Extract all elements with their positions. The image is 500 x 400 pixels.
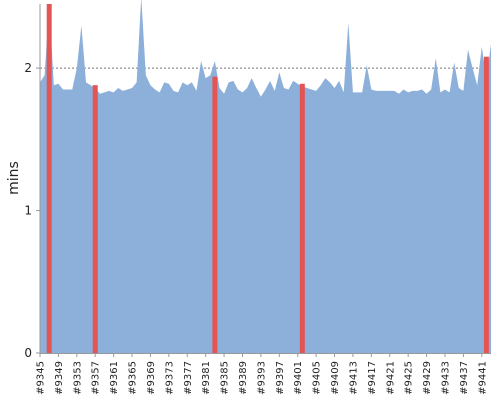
y-tick-label: 1 (24, 204, 32, 218)
axes (39, 4, 491, 354)
x-tick-label: #9357 (91, 361, 102, 395)
x-tick-label: #9397 (275, 361, 286, 395)
x-tick-label: #9421 (385, 361, 396, 395)
highlight-bar (483, 56, 489, 354)
y-tick-labels: 0 1 2 (24, 61, 40, 360)
x-tick-label: #9361 (109, 361, 120, 395)
x-tick-label: #9369 (146, 361, 157, 395)
x-tick-labels: #9345 #9349 #9353 #9357 #9361 #9365 #9369 #9373… (36, 353, 488, 395)
y-axis-label: mins (6, 161, 22, 195)
x-tick-label: #9373 (164, 361, 175, 395)
x-tick-label: #9429 (422, 361, 433, 395)
area-series (40, 0, 491, 353)
highlight-bar (212, 76, 218, 354)
x-tick-label: #9433 (440, 361, 451, 395)
x-tick-label: #9401 (293, 361, 304, 395)
x-tick-label: #9409 (330, 361, 341, 395)
area-fill (40, 0, 491, 353)
x-tick-label: #9353 (72, 361, 83, 395)
y-tick-label: 2 (24, 61, 32, 75)
x-tick-label: #9413 (348, 361, 359, 395)
x-tick-label: #9417 (367, 361, 378, 395)
x-tick-label: #9385 (220, 361, 231, 395)
x-tick-label: #9345 (36, 361, 47, 395)
x-tick-label: #9349 (54, 361, 65, 395)
x-tick-label: #9441 (477, 361, 488, 395)
highlight-bar (46, 4, 52, 353)
x-tick-label: #9405 (312, 361, 323, 395)
x-tick-label: #9377 (183, 361, 194, 395)
x-tick-label: #9437 (459, 361, 470, 395)
highlight-bar (299, 83, 305, 354)
highlight-bar (92, 85, 98, 353)
x-tick-label: #9393 (256, 361, 267, 395)
x-tick-label: #9365 (128, 361, 139, 395)
x-tick-label: #9381 (201, 361, 212, 395)
highlight-bars (46, 4, 489, 354)
x-tick-label: #9425 (404, 361, 415, 395)
y-tick-label: 0 (24, 346, 32, 360)
x-tick-label: #9389 (238, 361, 249, 395)
